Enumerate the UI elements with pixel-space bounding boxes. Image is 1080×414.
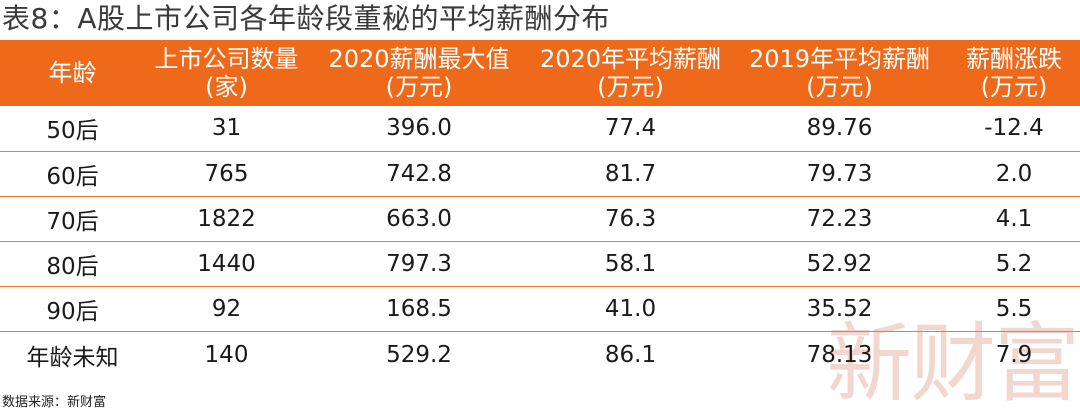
cell-2020-max-salary: 742.8 bbox=[308, 151, 530, 197]
column-header-unit: (万元) bbox=[980, 73, 1048, 101]
cell-2020-max-salary: 168.5 bbox=[308, 286, 530, 332]
table-row: 50后 31 396.0 77.4 89.76 -12.4 bbox=[0, 106, 1080, 152]
cell-salary-change: -12.4 bbox=[948, 106, 1080, 152]
column-header-company-count: 上市公司数量 (家) bbox=[145, 40, 308, 106]
cell-age-group: 60后 bbox=[0, 151, 145, 197]
cell-age-group: 70后 bbox=[0, 196, 145, 242]
cell-2020-max-salary: 396.0 bbox=[308, 106, 530, 152]
cell-company-count: 31 bbox=[145, 106, 308, 152]
column-header-age: 年龄 bbox=[0, 40, 145, 106]
cell-company-count: 92 bbox=[145, 286, 308, 332]
column-header-2020-max-salary: 2020薪酬最大值 (万元) bbox=[308, 40, 530, 106]
cell-2020-avg-salary: 76.3 bbox=[530, 196, 731, 242]
column-header-label: 2020年平均薪酬 bbox=[539, 45, 722, 73]
page-title: 表8：A股上市公司各年龄段董秘的平均薪酬分布 bbox=[2, 2, 610, 35]
column-header-label: 薪酬涨跌 bbox=[966, 45, 1062, 73]
cell-2020-avg-salary: 86.1 bbox=[604, 341, 657, 368]
cell-age-group: 年龄未知 bbox=[26, 344, 119, 371]
cell-2020-avg-salary: 81.7 bbox=[530, 151, 731, 197]
column-header-2019-avg-salary: 2019年平均薪酬 (万元) bbox=[731, 40, 948, 106]
cell-age-group: 50后 bbox=[0, 106, 145, 152]
column-header-unit: (家) bbox=[205, 73, 248, 101]
column-header-unit: (万元) bbox=[385, 73, 453, 101]
column-header-label: 2019年平均薪酬 bbox=[748, 45, 931, 73]
column-header-unit: (万元) bbox=[597, 73, 664, 101]
salary-table: 年龄 上市公司数量 (家) 2020薪酬最大值 (万元) 2020年平均薪酬 (… bbox=[0, 40, 1080, 378]
cell-2020-avg-salary: 58.1 bbox=[530, 241, 731, 287]
column-header-label: 上市公司数量 bbox=[154, 45, 299, 73]
cell-age-group: 90后 bbox=[0, 286, 145, 332]
cell-2019-avg-salary: 35.52 bbox=[731, 286, 948, 332]
column-header-unit: (万元) bbox=[806, 73, 873, 101]
cell-company-count: 1822 bbox=[145, 196, 308, 242]
cell-salary-change: 5.2 bbox=[948, 241, 1080, 287]
cell-age-group: 80后 bbox=[0, 241, 145, 287]
cell-company-count: 765 bbox=[145, 151, 308, 197]
cell-salary-change: 5.5 bbox=[948, 286, 1080, 332]
header-row: 年龄 上市公司数量 (家) 2020薪酬最大值 (万元) 2020年平均薪酬 (… bbox=[0, 40, 1080, 106]
table-row: 90后 92 168.5 41.0 35.52 5.5 bbox=[0, 286, 1080, 332]
cell-2019-avg-salary: 78.13 bbox=[806, 341, 873, 368]
cell-salary-change: 2.0 bbox=[948, 151, 1080, 197]
cell-2020-max-salary: 529.2 bbox=[386, 341, 452, 368]
source-note: 数据来源：新财富 bbox=[2, 395, 107, 410]
cell-company-count: 1440 bbox=[145, 241, 308, 287]
cell-2019-avg-salary: 89.76 bbox=[731, 106, 948, 152]
cell-company-count: 140 bbox=[204, 341, 249, 368]
column-header-label: 2020薪酬最大值 bbox=[328, 45, 510, 73]
cell-2020-max-salary: 663.0 bbox=[308, 196, 530, 242]
table-row: 60后 765 742.8 81.7 79.73 2.0 bbox=[0, 151, 1080, 197]
cell-2019-avg-salary: 72.23 bbox=[731, 196, 948, 242]
cell-2019-avg-salary: 52.92 bbox=[731, 241, 948, 287]
table-row: 年龄未知 140 529.2 86.1 78.13 7.9 bbox=[0, 331, 1080, 378]
column-header-salary-change: 薪酬涨跌 (万元) bbox=[948, 40, 1080, 106]
salary-table-container: 年龄 上市公司数量 (家) 2020薪酬最大值 (万元) 2020年平均薪酬 (… bbox=[0, 40, 1080, 378]
table-row: 70后 1822 663.0 76.3 72.23 4.1 bbox=[0, 196, 1080, 242]
column-header-2020-avg-salary: 2020年平均薪酬 (万元) bbox=[530, 40, 731, 106]
cell-2019-avg-salary: 79.73 bbox=[731, 151, 948, 197]
cell-salary-change: 4.1 bbox=[948, 196, 1080, 242]
cell-2020-max-salary: 797.3 bbox=[308, 241, 530, 287]
cell-salary-change: 7.9 bbox=[995, 341, 1033, 368]
table-row: 80后 1440 797.3 58.1 52.92 5.2 bbox=[0, 241, 1080, 287]
table-body: 50后 31 396.0 77.4 89.76 -12.4 60后 765 74… bbox=[0, 106, 1080, 378]
cell-2020-avg-salary: 41.0 bbox=[530, 286, 731, 332]
cell-2020-avg-salary: 77.4 bbox=[530, 106, 731, 152]
column-header-label: 年龄 bbox=[48, 59, 97, 87]
table-header: 年龄 上市公司数量 (家) 2020薪酬最大值 (万元) 2020年平均薪酬 (… bbox=[0, 40, 1080, 106]
